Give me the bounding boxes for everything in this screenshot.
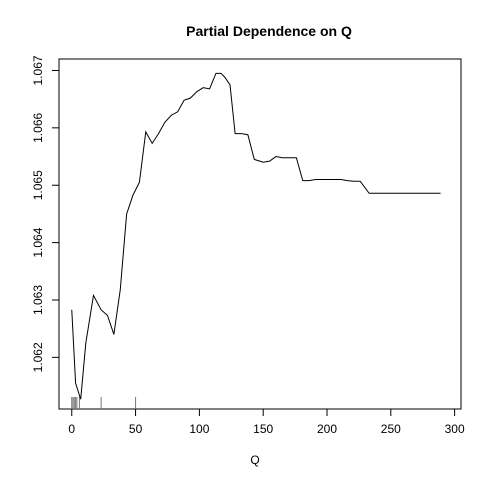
chart-title: Partial Dependence on Q xyxy=(186,23,352,39)
y-tick-label: 1.062 xyxy=(31,342,45,372)
x-axis: 0 50 100 150 200 250 300 xyxy=(68,409,465,436)
series-line xyxy=(72,73,441,399)
y-tick-label: 1.066 xyxy=(31,113,45,143)
x-tick-label: 200 xyxy=(317,422,337,436)
y-tick-label: 1.064 xyxy=(31,227,45,257)
x-axis-label: Q xyxy=(250,453,259,467)
y-tick-label: 1.063 xyxy=(31,285,45,315)
x-tick-label: 50 xyxy=(129,422,143,436)
rug-marks xyxy=(72,397,136,409)
plot-frame xyxy=(59,59,461,409)
x-tick-label: 150 xyxy=(253,422,273,436)
x-tick-label: 100 xyxy=(189,422,209,436)
x-tick-label: 300 xyxy=(445,422,465,436)
x-tick-label: 250 xyxy=(381,422,401,436)
y-axis: 1.062 1.063 1.064 1.065 1.066 1.067 xyxy=(31,55,59,372)
y-tick-label: 1.065 xyxy=(31,170,45,200)
x-tick-label: 0 xyxy=(68,422,75,436)
y-tick-label: 1.067 xyxy=(31,55,45,85)
